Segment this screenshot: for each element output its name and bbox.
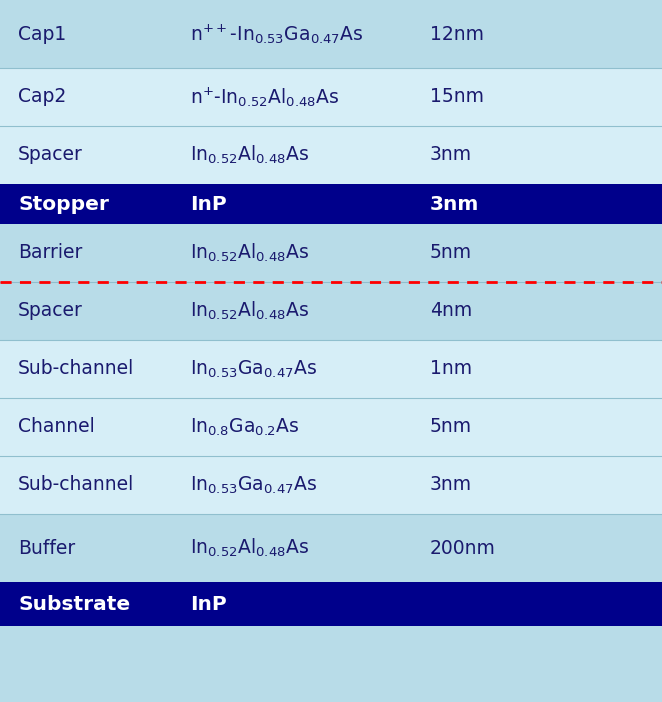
Text: In$_{0.52}$Al$_{0.48}$As: In$_{0.52}$Al$_{0.48}$As [190, 144, 309, 166]
Text: In$_{0.52}$Al$_{0.48}$As: In$_{0.52}$Al$_{0.48}$As [190, 300, 309, 322]
Text: In$_{0.53}$Ga$_{0.47}$As: In$_{0.53}$Ga$_{0.47}$As [190, 358, 317, 380]
Text: 5nm: 5nm [430, 418, 472, 437]
Text: In$_{0.8}$Ga$_{0.2}$As: In$_{0.8}$Ga$_{0.2}$As [190, 416, 299, 437]
Text: Sub-channel: Sub-channel [18, 475, 134, 494]
Text: 15nm: 15nm [430, 88, 484, 107]
Text: InP: InP [190, 194, 227, 213]
Text: Spacer: Spacer [18, 145, 83, 164]
Text: n$^{+}$-In$_{0.52}$Al$_{0.48}$As: n$^{+}$-In$_{0.52}$Al$_{0.48}$As [190, 86, 340, 109]
Text: Substrate: Substrate [18, 595, 130, 614]
Text: Channel: Channel [18, 418, 95, 437]
Text: n$^{++}$-In$_{0.53}$Ga$_{0.47}$As: n$^{++}$-In$_{0.53}$Ga$_{0.47}$As [190, 22, 363, 46]
Text: 3nm: 3nm [430, 194, 479, 213]
Bar [0, 68, 662, 126]
Text: Barrier: Barrier [18, 244, 82, 263]
Text: 200nm: 200nm [430, 538, 496, 557]
Bar [0, 456, 662, 514]
Text: 12nm: 12nm [430, 25, 484, 44]
Text: InP: InP [190, 595, 227, 614]
Bar [0, 0, 662, 68]
Text: Cap1: Cap1 [18, 25, 66, 44]
Text: 4nm: 4nm [430, 301, 472, 321]
Bar [0, 282, 662, 340]
Text: Cap2: Cap2 [18, 88, 66, 107]
Bar [0, 582, 662, 626]
Bar [0, 224, 662, 282]
Text: In$_{0.52}$Al$_{0.48}$As: In$_{0.52}$Al$_{0.48}$As [190, 242, 309, 264]
Bar [0, 184, 662, 224]
Text: 3nm: 3nm [430, 475, 472, 494]
Bar [0, 340, 662, 398]
Bar [0, 398, 662, 456]
Text: 5nm: 5nm [430, 244, 472, 263]
Text: Spacer: Spacer [18, 301, 83, 321]
Text: In$_{0.53}$Ga$_{0.47}$As: In$_{0.53}$Ga$_{0.47}$As [190, 475, 317, 496]
Text: 1nm: 1nm [430, 359, 472, 378]
Bar [0, 514, 662, 582]
Text: 3nm: 3nm [430, 145, 472, 164]
Text: Stopper: Stopper [18, 194, 109, 213]
Text: Sub-channel: Sub-channel [18, 359, 134, 378]
Bar [0, 126, 662, 184]
Text: In$_{0.52}$Al$_{0.48}$As: In$_{0.52}$Al$_{0.48}$As [190, 537, 309, 559]
Text: Buffer: Buffer [18, 538, 75, 557]
